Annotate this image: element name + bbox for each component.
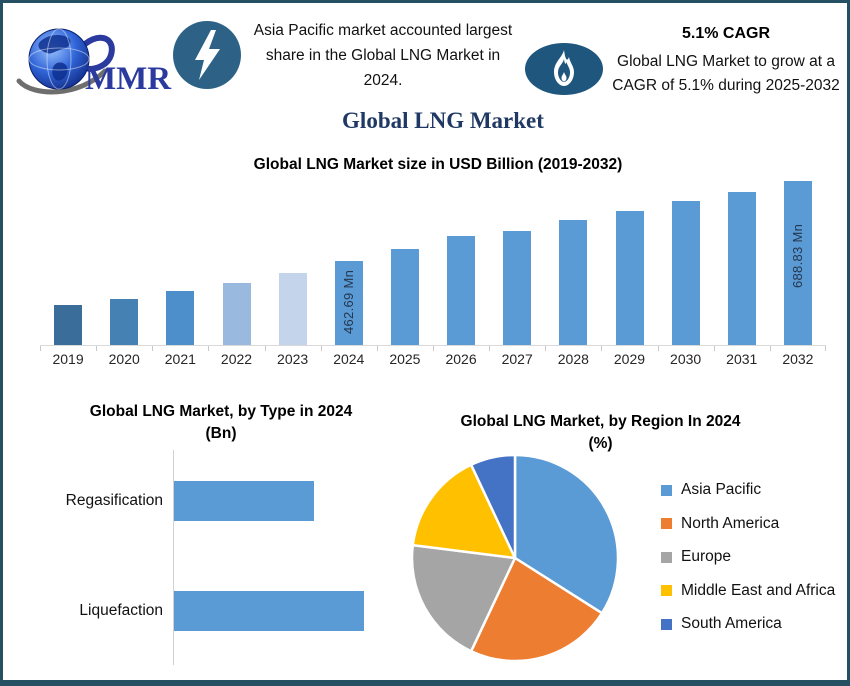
region-chart-unit: (%) — [588, 435, 613, 452]
legend-item-north-america: North America — [661, 513, 835, 535]
legend-swatch — [661, 518, 672, 529]
bar-value-label-2032: 688.83 Mn — [790, 223, 805, 288]
x-axis-tick — [825, 346, 826, 351]
bar-2022 — [223, 283, 251, 345]
bar-2027 — [503, 231, 531, 345]
type-chart-title-line: Global LNG Market, by Type in 2024 — [89, 403, 353, 420]
bar-2030 — [672, 201, 700, 345]
year-label: 2027 — [501, 351, 533, 367]
x-axis-tick — [545, 346, 546, 351]
year-label: 2028 — [557, 351, 589, 367]
x-axis-tick — [40, 346, 41, 351]
year-label: 2021 — [164, 351, 196, 367]
year-label: 2023 — [277, 351, 309, 367]
x-axis-tick — [714, 346, 715, 351]
bar-2031 — [728, 192, 756, 345]
bar-2025 — [391, 249, 419, 345]
x-axis-tick — [489, 346, 490, 351]
type-chart-axis — [173, 450, 174, 665]
cagr-heading: 5.1% CAGR — [681, 25, 771, 42]
x-axis-tick — [770, 346, 771, 351]
legend-swatch — [661, 585, 672, 596]
x-axis-tick — [377, 346, 378, 351]
legend-swatch — [661, 618, 672, 630]
x-axis-tick — [321, 346, 322, 351]
bar-2024 — [335, 261, 363, 345]
bar-2023 — [279, 273, 307, 345]
x-axis-tick — [658, 346, 659, 351]
bar-2021 — [166, 291, 194, 345]
year-label: 2031 — [726, 351, 758, 367]
bar-2019 — [54, 305, 82, 345]
mmr-logo: MMR — [13, 21, 173, 101]
type-chart: Global LNG Market, by Type in 2024 (Bn) … — [3, 397, 439, 680]
legend-item-europe: Europe — [661, 546, 835, 568]
pie-slice-europe — [410, 543, 517, 653]
legend-swatch — [661, 484, 672, 496]
legend-label: North America — [681, 514, 780, 532]
region-chart-title: Global LNG Market, by Region In 2024 (%) — [423, 411, 778, 455]
x-axis-labels: 2019 2020 2021 2022 2023 2024 2025 2026 2027 2028… — [40, 351, 826, 367]
x-axis-tick — [208, 346, 209, 351]
pie-slice-middle-east-and-africa — [411, 463, 517, 560]
pie-slice-south-america — [469, 453, 517, 560]
bar-2032 — [784, 181, 812, 345]
bar-value-label-2024: 462.69 Mn — [341, 269, 356, 334]
type-bar-liquefaction — [174, 591, 364, 631]
year-label: 2030 — [670, 351, 702, 367]
pie-legend: Asia Pacific North America Europe Middle Ea… — [661, 479, 835, 647]
legend-item-middle-east-and-africa: Middle East and Africa — [661, 580, 835, 602]
year-label: 2019 — [52, 351, 84, 367]
legend-label: Middle East and Africa — [681, 581, 836, 599]
pie-chart — [410, 453, 620, 663]
legend-label: South America — [681, 615, 782, 632]
x-axis-tick — [152, 346, 153, 351]
legend-item-south-america: South America — [661, 613, 835, 635]
x-axis-tick — [601, 346, 602, 351]
x-axis-tick — [96, 346, 97, 351]
year-label: 2032 — [782, 351, 814, 367]
bar-2028 — [559, 220, 587, 345]
logo-text: MMR — [85, 61, 172, 97]
x-axis-tick — [433, 346, 434, 351]
legend-swatch — [661, 551, 672, 563]
cagr-description: Global LNG Market to grow at a CAGR of 5… — [612, 53, 840, 94]
region-chart: Global LNG Market, by Region In 2024 (%)… — [403, 403, 847, 680]
type-chart-unit: (Bn) — [205, 425, 237, 442]
year-label: 2024 — [333, 351, 365, 367]
main-chart-title: Global LNG Market size in USD Billion (2… — [253, 156, 623, 173]
year-label: 2025 — [389, 351, 421, 367]
flame-icon — [525, 43, 603, 95]
year-label: 2022 — [220, 351, 253, 367]
x-axis-tick — [265, 346, 266, 351]
globe-icon: MMR — [16, 28, 172, 97]
page-title: Global LNG Market — [342, 108, 544, 133]
lightning-icon — [173, 21, 241, 89]
year-label: 2029 — [613, 351, 646, 367]
bar-2029 — [616, 211, 644, 345]
year-label: 2026 — [445, 351, 477, 367]
bar-chart-plot: 462.69 Mn 688.83 Mn — [40, 173, 826, 351]
legend-item-asia-pacific: Asia Pacific — [661, 479, 835, 501]
bar-2026 — [447, 236, 475, 345]
type-label-regasification: Regasification — [65, 492, 163, 509]
year-label: 2020 — [108, 351, 140, 367]
header-highlight-text: Asia Pacific market accounted largest sh… — [253, 22, 513, 89]
legend-label: Asia Pacific — [681, 481, 762, 498]
type-bar-regasification — [174, 481, 314, 521]
legend-label: Europe — [681, 548, 731, 565]
bar-2020 — [110, 299, 138, 345]
type-label-liquefaction: Liquefaction — [79, 602, 163, 619]
region-chart-title-line: Global LNG Market, by Region In 2024 — [460, 413, 741, 430]
type-chart-title: Global LNG Market, by Type in 2024 (Bn) — [3, 401, 439, 445]
cagr-block: 5.1% CAGR Global LNG Market to grow at a… — [601, 25, 847, 98]
